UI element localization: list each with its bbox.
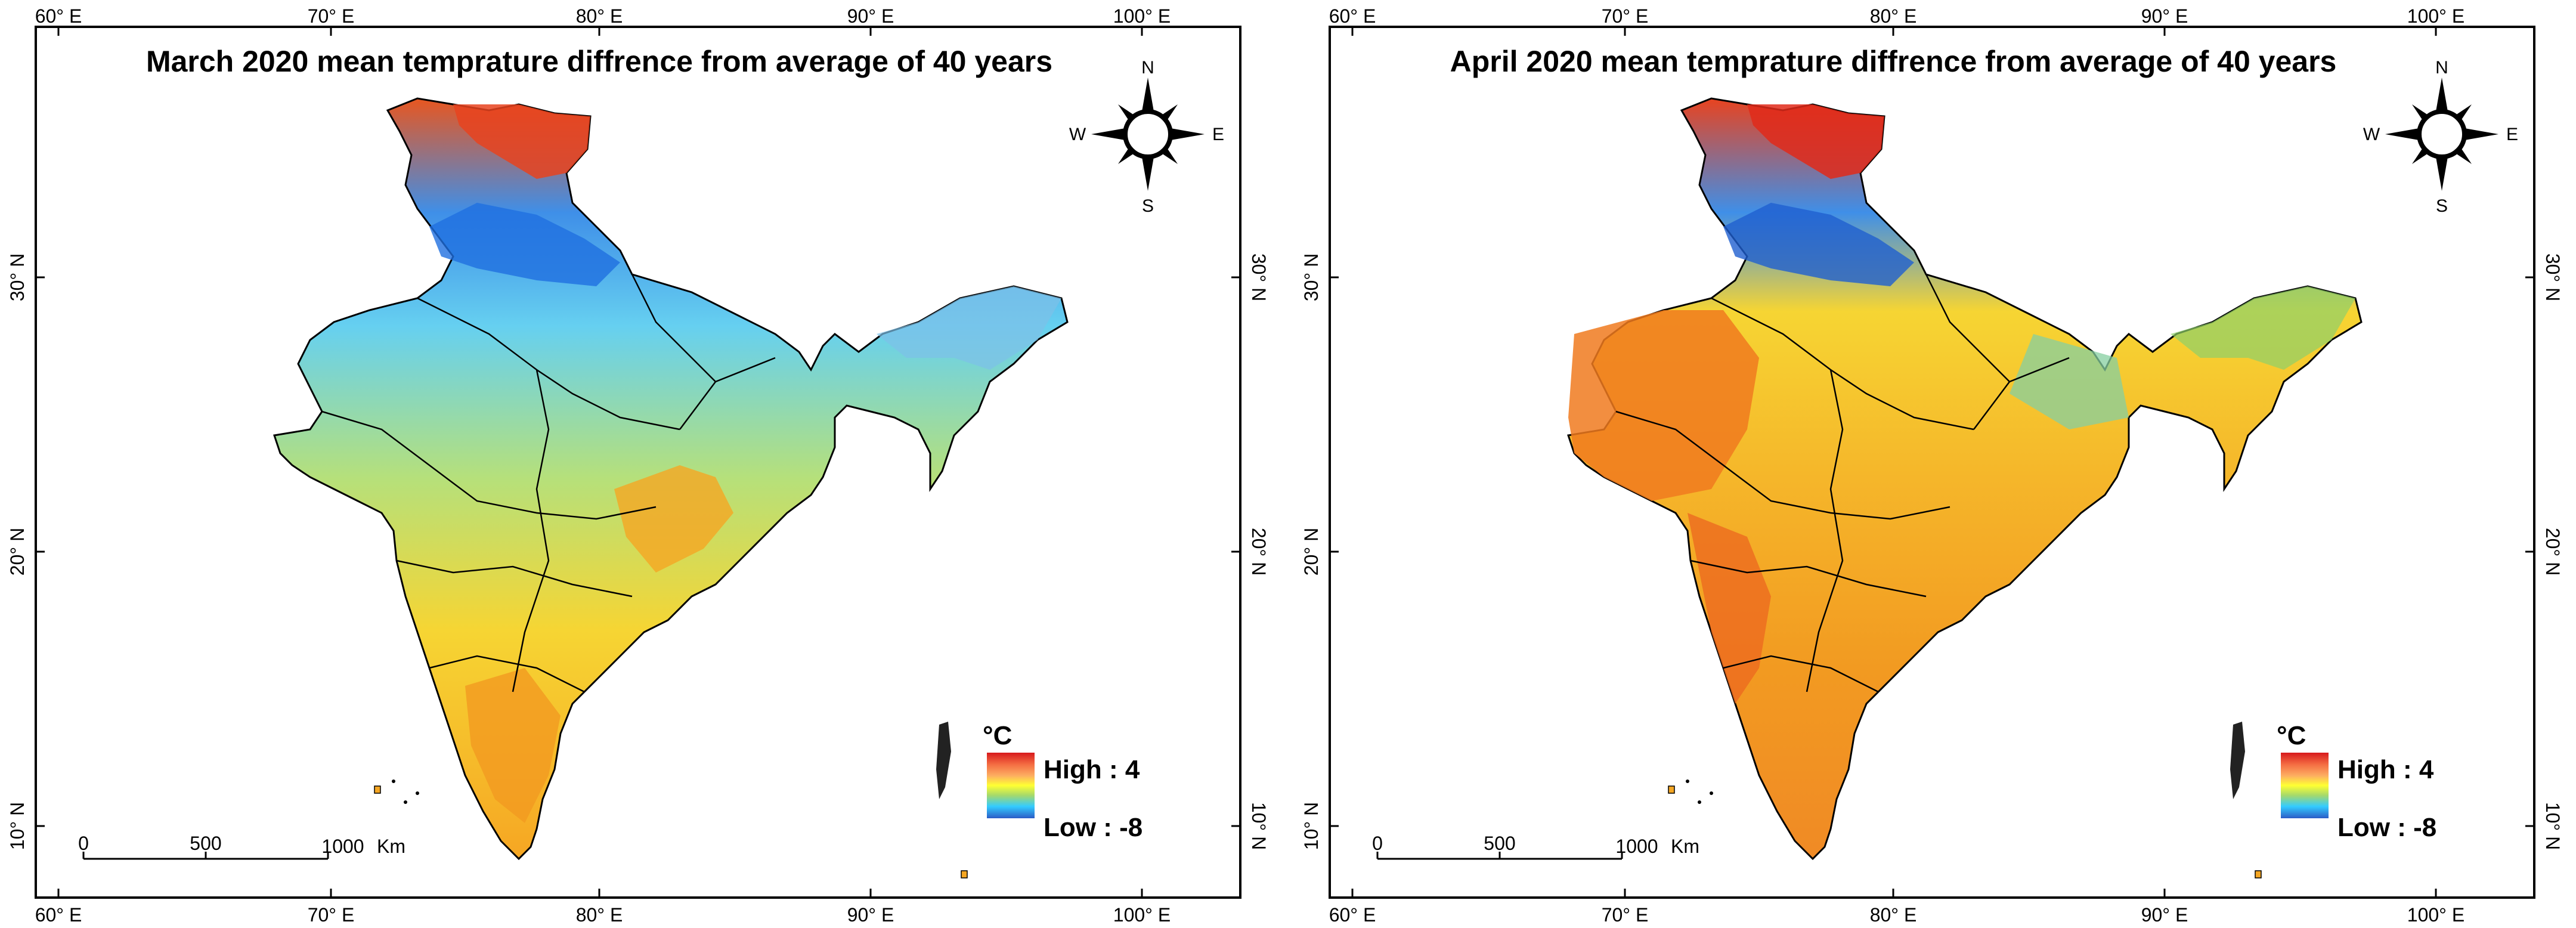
scale-label-0: 0 (78, 833, 89, 854)
top-tick-100e: 100° E (2407, 5, 2464, 27)
legend-high: High : 4 (1044, 755, 1140, 784)
map-frame (1329, 26, 2535, 899)
right-tick-10n: 10° N (1248, 802, 1270, 850)
left-axis-ticks: 30° N 20° N 10° N (7, 253, 45, 850)
top-tick-80e: 80° E (576, 5, 623, 27)
top-axis-ticks: 60° E 70° E 80° E 90° E 100° E (1329, 5, 2464, 36)
bottom-tick-90e: 90° E (2141, 904, 2188, 926)
scale-label-500: 500 (190, 833, 221, 854)
map-svg-april: 60° E 70° E 80° E 90° E 100° E 60° E 70°… (1301, 5, 2563, 926)
right-tick-20n: 20° N (2542, 528, 2563, 576)
left-axis-ticks: 30° N 20° N 10° N (1301, 253, 1339, 850)
top-tick-60e: 60° E (35, 5, 82, 27)
legend-low: Low : -8 (1044, 813, 1143, 842)
right-tick-30n: 30° N (1248, 253, 1270, 301)
map-frame (35, 26, 1241, 899)
compass-w-label: W (1069, 125, 1086, 144)
scale-bar: 0 500 1000 Km (78, 833, 405, 860)
left-tick-10n: 10° N (7, 802, 28, 850)
left-tick-20n: 20° N (7, 528, 28, 576)
bottom-axis-ticks: 60° E 70° E 80° E 90° E 100° E (1329, 889, 2464, 926)
map-svg-march: 60° E 70° E 80° E 90° E 100° E 60° E 70°… (7, 5, 1270, 926)
top-tick-80e: 80° E (1870, 5, 1917, 27)
india-map-raster (273, 97, 1069, 878)
top-tick-60e: 60° E (1329, 5, 1376, 27)
scale-bar: 0 500 1000 Km (1372, 833, 1699, 860)
compass-n-label: N (1141, 58, 1154, 78)
scale-label-0: 0 (1372, 833, 1383, 854)
legend-unit: °C (983, 721, 1012, 750)
bottom-tick-60e: 60° E (35, 904, 82, 926)
scale-label-1000: 1000 (1615, 836, 1658, 857)
right-tick-20n: 20° N (1248, 528, 1270, 576)
left-tick-20n: 20° N (1301, 528, 1322, 576)
right-axis-ticks: 30° N 20° N 10° N (1231, 253, 1270, 850)
legend-color-ramp (2281, 753, 2329, 818)
right-axis-ticks: 30° N 20° N 10° N (2525, 253, 2563, 850)
top-tick-70e: 70° E (1602, 5, 1649, 27)
bottom-tick-80e: 80° E (576, 904, 623, 926)
map-panel-march: 60° E 70° E 80° E 90° E 100° E 60° E 70°… (0, 0, 1282, 928)
top-tick-70e: 70° E (308, 5, 355, 27)
legend: °C High : 4 Low : -8 (2277, 721, 2436, 842)
bottom-tick-90e: 90° E (847, 904, 894, 926)
legend-unit: °C (2277, 721, 2306, 750)
top-tick-90e: 90° E (2141, 5, 2188, 27)
right-tick-10n: 10° N (2542, 802, 2563, 850)
map-title: March 2020 mean temprature diffrence fro… (146, 45, 1052, 78)
top-axis-ticks: 60° E 70° E 80° E 90° E 100° E (35, 5, 1171, 36)
compass-e-label: E (2506, 125, 2518, 144)
top-tick-100e: 100° E (1113, 5, 1171, 27)
compass-icon: N S W E (1069, 58, 1224, 216)
compass-s-label: S (1142, 196, 1154, 216)
legend-high: High : 4 (2337, 755, 2434, 784)
bottom-tick-80e: 80° E (1870, 904, 1917, 926)
right-tick-30n: 30° N (2542, 253, 2563, 301)
scale-unit: Km (377, 836, 405, 857)
bottom-tick-70e: 70° E (308, 904, 355, 926)
top-tick-90e: 90° E (847, 5, 894, 27)
map-title: April 2020 mean temprature diffrence fro… (1450, 45, 2337, 78)
bottom-axis-ticks: 60° E 70° E 80° E 90° E 100° E (35, 889, 1171, 926)
scale-label-500: 500 (1484, 833, 1515, 854)
left-tick-30n: 30° N (7, 253, 28, 301)
compass-e-label: E (1212, 125, 1224, 144)
map-panel-april: 60° E 70° E 80° E 90° E 100° E 60° E 70°… (1294, 0, 2576, 928)
bottom-tick-60e: 60° E (1329, 904, 1376, 926)
legend-low: Low : -8 (2337, 813, 2436, 842)
scale-unit: Km (1671, 836, 1699, 857)
compass-s-label: S (2436, 196, 2448, 216)
left-tick-10n: 10° N (1301, 802, 1322, 850)
bottom-tick-100e: 100° E (2407, 904, 2464, 926)
scale-label-1000: 1000 (321, 836, 364, 857)
india-map-raster (1567, 97, 2363, 878)
bottom-tick-70e: 70° E (1602, 904, 1649, 926)
compass-icon: N S W E (2363, 58, 2518, 216)
legend: °C High : 4 Low : -8 (983, 721, 1143, 842)
legend-color-ramp (987, 753, 1035, 818)
compass-w-label: W (2363, 125, 2380, 144)
compass-n-label: N (2435, 58, 2448, 78)
left-tick-30n: 30° N (1301, 253, 1322, 301)
bottom-tick-100e: 100° E (1113, 904, 1171, 926)
